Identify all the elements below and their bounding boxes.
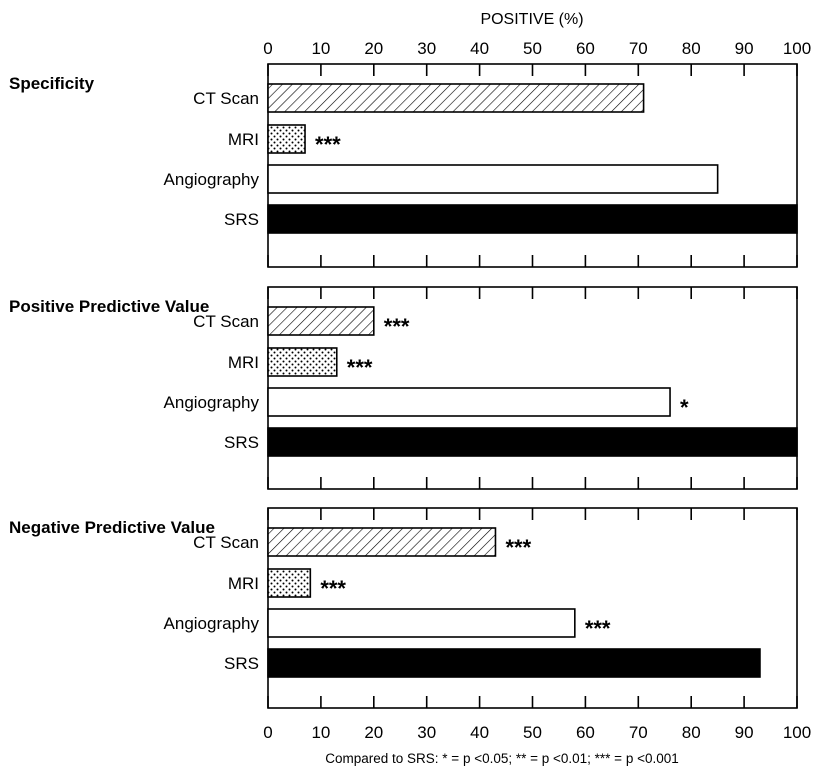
category-label: MRI [228, 130, 259, 149]
top-tick-label: 50 [523, 39, 542, 58]
bottom-tick-label: 80 [682, 723, 701, 742]
bar [267, 124, 306, 154]
bottom-tick-label: 30 [417, 723, 436, 742]
bar [267, 527, 497, 557]
top-tick-label: 90 [735, 39, 754, 58]
significance-label: *** [347, 355, 373, 380]
panel-title: Specificity [9, 74, 95, 93]
bar [267, 306, 375, 336]
top-tick-label: 20 [364, 39, 383, 58]
bottom-tick-label: 10 [311, 723, 330, 742]
bottom-tick-label: 40 [470, 723, 489, 742]
bottom-tick-label: 0 [263, 723, 272, 742]
bar [267, 568, 312, 598]
significance-label: *** [320, 576, 346, 601]
bar [267, 347, 338, 377]
significance-label: *** [585, 616, 611, 641]
top-tick-label: 100 [783, 39, 811, 58]
significance-label: *** [384, 314, 410, 339]
category-label: SRS [224, 654, 259, 673]
top-tick-label: 70 [629, 39, 648, 58]
x-axis-title: POSITIVE (%) [480, 11, 583, 28]
bar [267, 608, 576, 638]
bottom-tick-label: 100 [783, 723, 811, 742]
panels: Specificity CT Scan MRI *** Angiography SRS Po… [9, 63, 798, 709]
panel-title: Positive Predictive Value [9, 297, 209, 316]
category-label: CT Scan [193, 312, 259, 331]
bottom-tick-label: 60 [576, 723, 595, 742]
bar [267, 83, 645, 113]
category-label: Angiography [164, 393, 260, 412]
category-label: MRI [228, 574, 259, 593]
category-label: MRI [228, 353, 259, 372]
bar [267, 648, 761, 678]
category-label: CT Scan [193, 89, 259, 108]
top-tick-label: 60 [576, 39, 595, 58]
significance-label: *** [505, 535, 531, 560]
bottom-tick-label: 90 [735, 723, 754, 742]
bottom-tick-label: 70 [629, 723, 648, 742]
panel: Specificity CT Scan MRI *** Angiography SRS [9, 63, 798, 268]
category-label: SRS [224, 433, 259, 452]
top-tick-label: 10 [311, 39, 330, 58]
significance-label: * [680, 395, 689, 420]
top-tick-label: 40 [470, 39, 489, 58]
category-label: CT Scan [193, 533, 259, 552]
top-tick-labels: 0 10 20 30 40 50 60 70 80 90 100 [263, 39, 811, 58]
bottom-tick-label: 50 [523, 723, 542, 742]
bar [267, 427, 798, 457]
significance-label: *** [315, 132, 341, 157]
category-label: SRS [224, 210, 259, 229]
bar [267, 387, 671, 417]
top-tick-label: 80 [682, 39, 701, 58]
bottom-tick-label: 20 [364, 723, 383, 742]
panel-title: Negative Predictive Value [9, 518, 215, 537]
category-label: Angiography [164, 170, 260, 189]
top-tick-label: 30 [417, 39, 436, 58]
bar [267, 164, 719, 194]
bar [267, 204, 798, 234]
top-tick-label: 0 [263, 39, 272, 58]
footnote: Compared to SRS: * = p <0.05; ** = p <0.… [325, 751, 679, 766]
category-label: Angiography [164, 614, 260, 633]
bottom-tick-labels: 0 10 20 30 40 50 60 70 80 90 100 [263, 723, 811, 742]
